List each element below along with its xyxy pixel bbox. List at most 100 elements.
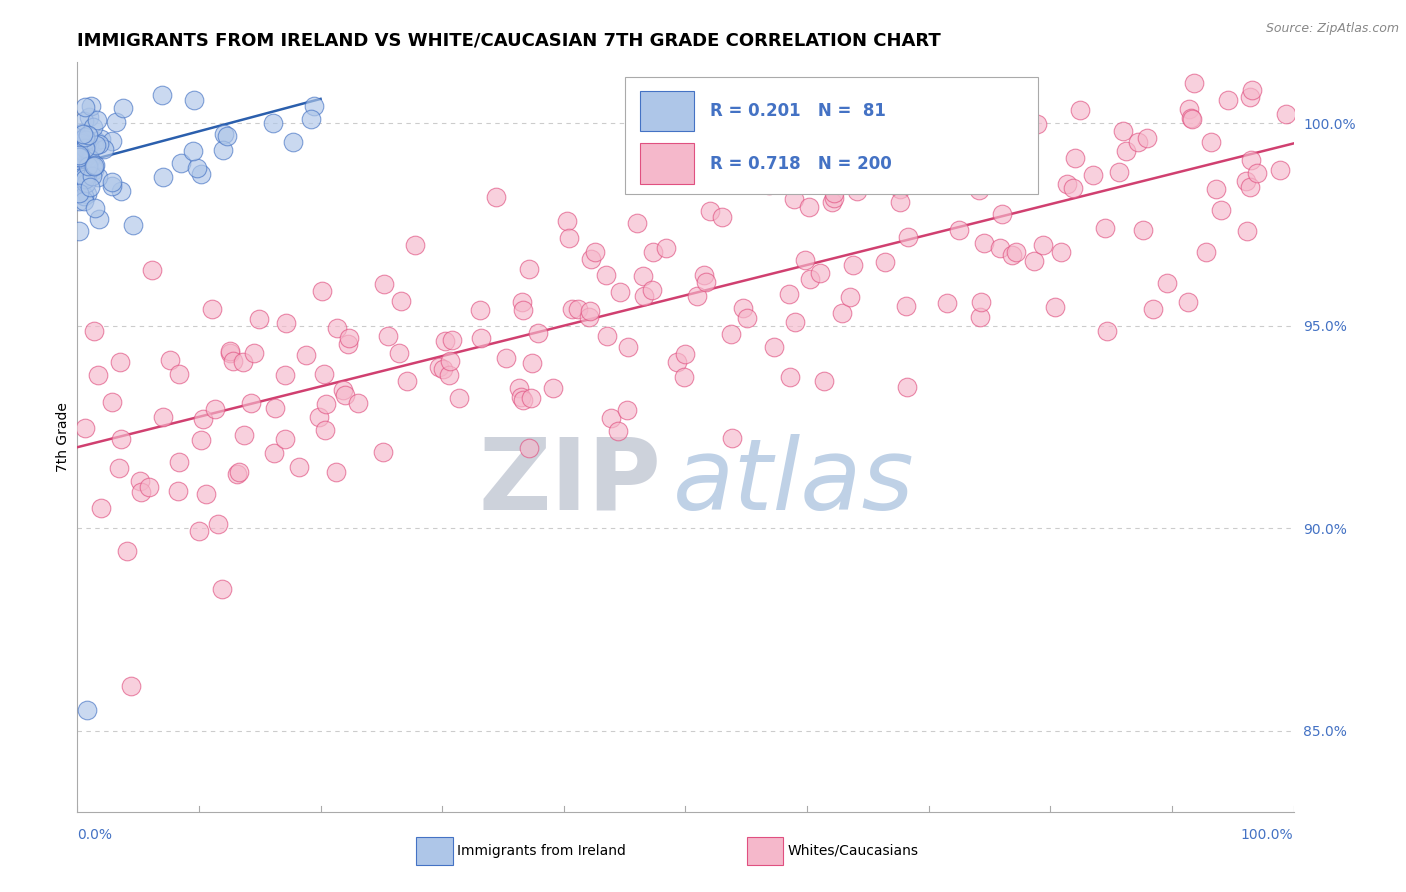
Point [936,176,959,190]
Point [1032,238,1054,252]
Point [1022,254,1045,268]
Point [373,445,395,459]
Point [232,355,254,369]
Point [101,178,124,193]
Point [783,315,806,329]
Point [1094,220,1116,235]
Point [873,148,896,162]
Point [76,167,98,181]
Point [935,165,957,179]
Point [910,136,932,150]
FancyBboxPatch shape [640,144,695,184]
Point [1268,163,1291,178]
Point [75,421,97,435]
Point [889,182,911,196]
Point [72,127,94,141]
Point [87,137,110,152]
Point [72,176,94,190]
Point [561,302,583,317]
Point [325,466,347,480]
Text: R = 0.201   N =  81: R = 0.201 N = 81 [710,103,886,120]
Point [79,153,101,167]
Point [128,474,150,488]
Point [129,484,152,499]
Point [138,480,160,494]
Point [167,367,190,381]
Point [110,432,132,446]
Point [1218,93,1240,107]
Point [101,135,124,149]
Point [609,285,631,299]
Point [699,203,721,218]
Point [80,169,103,183]
Point [823,191,845,205]
Point [83,201,105,215]
Point [122,219,145,233]
Point [110,355,132,369]
Point [988,129,1011,144]
Point [391,293,413,308]
Text: Immigrants from Ireland: Immigrants from Ireland [457,844,626,858]
Point [75,177,97,191]
Point [326,321,349,335]
Point [204,401,226,416]
Point [470,331,492,345]
Point [86,170,108,185]
FancyBboxPatch shape [624,78,1038,194]
Point [1246,165,1268,179]
Point [693,268,716,282]
Point [77,110,100,124]
Point [969,310,991,324]
Point [517,261,540,276]
Point [84,134,107,148]
Point [737,311,759,326]
Point [831,306,853,320]
Point [1083,168,1105,182]
Point [166,484,188,499]
Point [186,161,208,176]
Point [280,22,302,37]
Point [813,374,835,388]
Point [1182,76,1205,90]
Point [1240,153,1263,168]
Point [519,391,541,405]
Point [218,343,240,358]
Point [190,167,212,181]
Point [76,144,98,158]
Point [808,266,831,280]
Point [90,500,112,515]
Point [710,210,733,224]
Point [1181,112,1204,126]
Point [281,135,304,149]
Point [578,310,600,324]
Point [347,396,370,410]
Point [67,150,90,164]
Point [79,179,101,194]
Point [76,703,98,717]
Point [215,129,238,144]
Point [517,441,540,455]
Point [793,252,815,267]
Point [169,455,191,469]
Point [673,370,696,384]
Point [82,120,104,134]
Point [894,299,917,313]
Point [695,275,717,289]
Point [311,284,333,298]
Point [93,142,115,156]
Point [555,214,578,228]
Point [1126,135,1149,149]
Point [314,423,336,437]
Point [264,401,287,415]
Point [70,126,93,140]
Point [1001,248,1024,262]
Point [1025,117,1047,131]
Point [75,148,97,162]
Point [427,360,450,375]
Point [76,136,98,151]
Point [87,368,110,382]
Point [988,242,1011,256]
Point [226,467,249,481]
Point [82,160,104,174]
Point [799,200,821,214]
